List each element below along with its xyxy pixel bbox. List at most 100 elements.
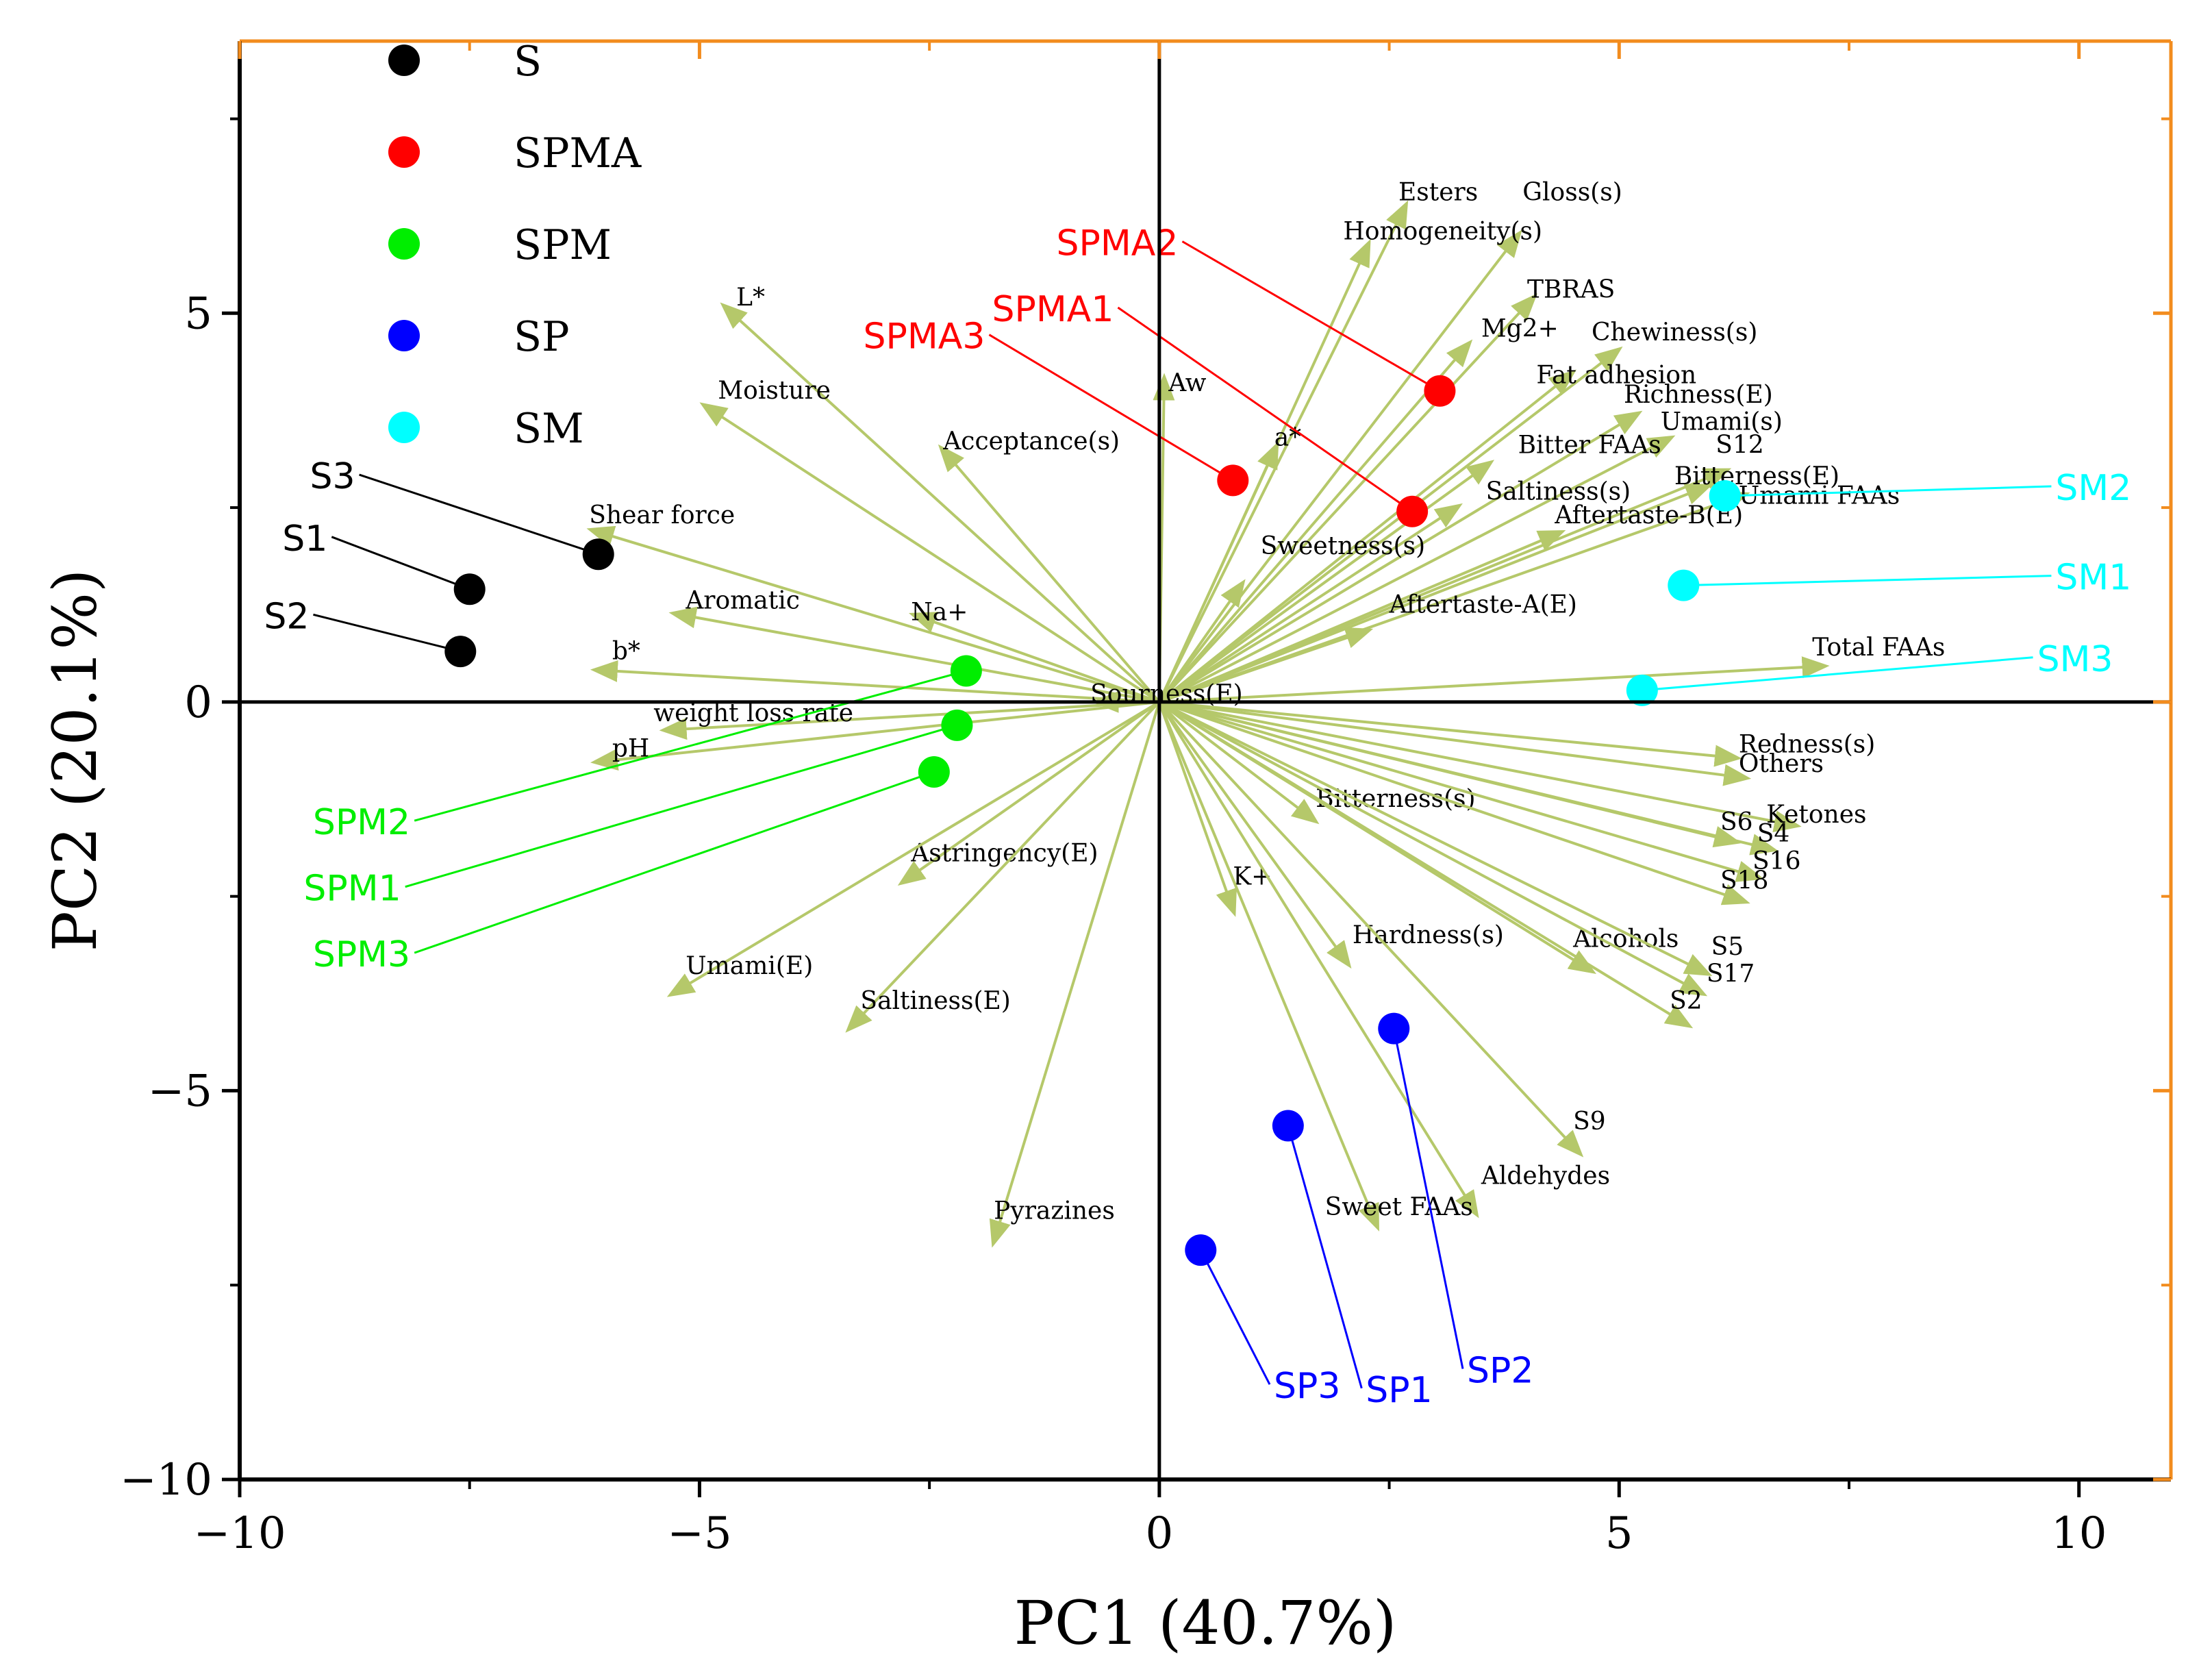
point-label-sp3: SP3: [1274, 1366, 1340, 1407]
loading-arrow: [989, 701, 1161, 1248]
legend-item-spma: SPMA: [388, 129, 642, 177]
loading-b: b*: [590, 637, 1159, 703]
loading-arrow: [668, 606, 1160, 703]
loading-label: Astringency(E): [910, 840, 1098, 868]
loading-arrow: [666, 701, 1160, 997]
leader-sm1: [1683, 575, 2052, 587]
loading-arrow: [1158, 435, 1676, 703]
loading-arrow: [1159, 700, 1742, 767]
loading-k: K+: [1157, 701, 1272, 917]
leader-spm1: [405, 724, 957, 888]
point-label-sm3: SM3: [2037, 639, 2113, 680]
loading-s12: S12: [1159, 432, 1764, 703]
loading-arrow: [938, 444, 1161, 703]
loading-label: Aw: [1168, 369, 1206, 397]
point-spm1: [941, 709, 973, 741]
loading-label: S18: [1720, 866, 1768, 895]
loading-label: Bitterness(E): [1674, 462, 1839, 490]
y-tick-label: −10: [120, 1455, 212, 1506]
legend-label: S: [514, 38, 542, 86]
loading-s5: S5: [1158, 701, 1744, 977]
loading-acceptance-s: Acceptance(s): [938, 427, 1161, 703]
loading-label: weight loss rate: [653, 699, 853, 727]
leader-s2: [313, 613, 461, 653]
loading-moisture: Moisture: [699, 377, 1160, 703]
loading-s9: S9: [1158, 701, 1606, 1158]
loading-arrow: [1158, 701, 1479, 1219]
point-label-spm2: SPM2: [313, 802, 410, 843]
loading-chewiness-s: Chewiness(s): [1158, 318, 1757, 703]
point-s1: [453, 573, 486, 605]
loading-label: Ketones: [1766, 801, 1866, 829]
point-label-sp2: SP2: [1467, 1350, 1533, 1391]
legend-label: SP: [514, 313, 569, 361]
loading-label: S5: [1711, 933, 1744, 961]
x-tick-label: 0: [1145, 1508, 1173, 1559]
loading-shear-force: Shear force: [586, 501, 1160, 703]
loading-arrow: [1158, 701, 1379, 1232]
loading-saltiness-s: Saltiness(s): [1158, 478, 1631, 703]
loading-fat-adhesion: Fat adhesion: [1158, 361, 1696, 703]
loading-label: K+: [1233, 863, 1272, 891]
loading-arrow: [1159, 700, 1765, 882]
legend-item-sp: SP: [388, 313, 569, 361]
leader-sp1: [1287, 1125, 1363, 1389]
loading-arrow: [586, 525, 1160, 703]
loading-arrow: [1158, 503, 1463, 703]
y-tick-label: −5: [148, 1066, 212, 1116]
loading-label: Esters: [1398, 179, 1478, 207]
point-spma2: [1424, 375, 1456, 407]
loading-label: Redness(s): [1739, 731, 1875, 759]
loading-arrow: [1158, 701, 1713, 977]
point-spma1: [1396, 495, 1429, 527]
loading-label: S17: [1707, 960, 1755, 988]
loading-tbras: TBRAS: [1158, 276, 1615, 703]
point-spm3: [918, 756, 950, 788]
loading-label: Others: [1739, 750, 1824, 778]
loading-umami-faas: Umami FAAs: [1159, 482, 1900, 703]
loading-arrow: [1159, 700, 1779, 855]
loading-label: Richness(E): [1624, 381, 1773, 409]
loading-arrow: [1159, 627, 1374, 703]
loading-arrow: [1158, 701, 1694, 1029]
leader-spm2: [414, 670, 967, 822]
loading-arrow: [845, 701, 1161, 1033]
loading-s4: S4: [1159, 700, 1790, 855]
loading-arrow: [1158, 701, 1708, 997]
loading-arrow: [1158, 346, 1623, 703]
point-sp2: [1378, 1012, 1410, 1045]
loading-label: Umami(E): [686, 952, 813, 980]
loading-label: S4: [1757, 820, 1790, 848]
leader-spma1: [1117, 306, 1413, 512]
loading-arrow: [1158, 410, 1643, 703]
point-label-sm1: SM1: [2055, 558, 2131, 599]
loading-arrow: [1158, 200, 1409, 703]
loading-ketones: Ketones: [1159, 700, 1866, 832]
loading-richness-e: Richness(E): [1158, 381, 1773, 703]
loading-label: L*: [736, 284, 765, 312]
loading-arrow: [1158, 701, 1320, 825]
loading-label: Bitter FAAs: [1518, 432, 1661, 460]
legend-item-spm: SPM: [388, 221, 612, 269]
loading-label: Total FAAs: [1812, 634, 1945, 662]
loading-label: Mg2+: [1481, 314, 1559, 342]
loading-bitterness-s: Bitterness(s): [1158, 701, 1476, 825]
point-s2: [444, 636, 477, 668]
point-label-s2: S2: [264, 596, 309, 637]
loading-label: TBRAS: [1527, 276, 1615, 304]
loading-label: Na+: [911, 599, 968, 627]
legend: S SPMA SPM SP SM: [388, 38, 642, 453]
loading-vectors: Esters Gloss(s) Homogeneity(s) TBRAS Mg2+ Che…: [586, 179, 1945, 1248]
loading-arrow: [1159, 530, 1566, 703]
legend-marker: [388, 412, 420, 443]
point-label-spm3: SPM3: [313, 934, 410, 975]
point-spm2: [950, 655, 982, 687]
loading-arrow: [1157, 701, 1237, 917]
leader-sp2: [1392, 1028, 1464, 1369]
legend-marker: [388, 228, 420, 260]
point-sp3: [1185, 1234, 1217, 1266]
loading-aftertaste-b-e: Aftertaste-B(E): [1159, 501, 1743, 703]
point-spma3: [1217, 464, 1249, 497]
leader-sm2: [1724, 485, 2052, 497]
